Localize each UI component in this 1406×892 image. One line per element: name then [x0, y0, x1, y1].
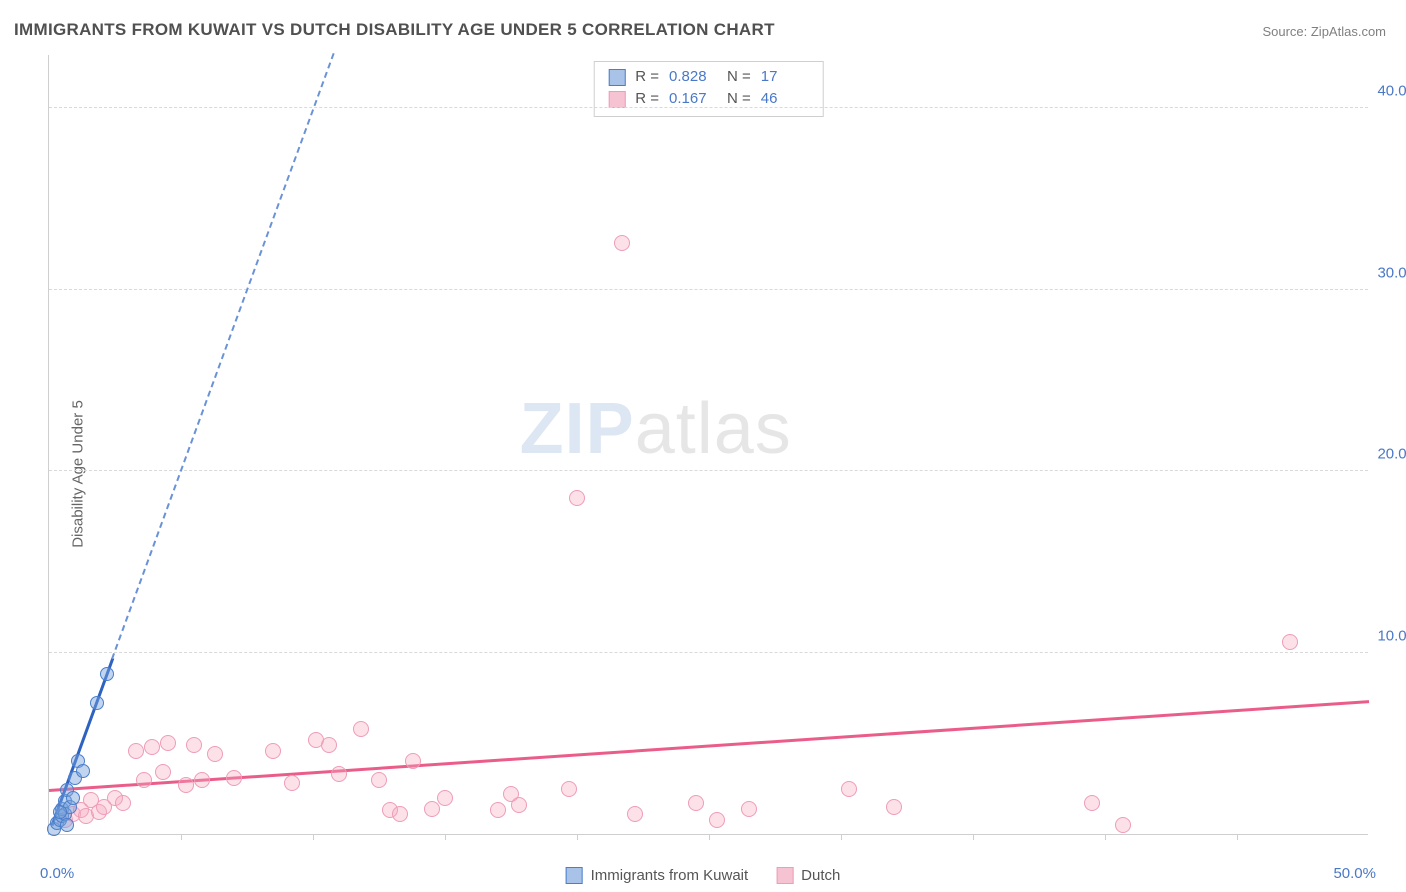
x-tick: [841, 834, 842, 840]
x-tick: [445, 834, 446, 840]
stats-legend-box: R = 0.828 N = 17 R = 0.167 N = 46: [593, 61, 824, 117]
data-point-blue: [66, 791, 80, 805]
y-tick-label: 10.0%: [1377, 627, 1406, 644]
legend-label-pink: Dutch: [801, 867, 840, 884]
data-point-pink: [353, 721, 369, 737]
gridline: [49, 652, 1368, 653]
r-label: R =: [635, 66, 659, 88]
data-point-blue: [60, 818, 74, 832]
trendline-blue-dashed: [111, 53, 335, 660]
x-tick: [1105, 834, 1106, 840]
data-point-pink: [115, 795, 131, 811]
data-point-pink: [155, 764, 171, 780]
data-point-pink: [265, 743, 281, 759]
data-point-pink: [226, 770, 242, 786]
data-point-pink: [424, 801, 440, 817]
trendline-pink: [49, 700, 1369, 792]
data-point-pink: [186, 737, 202, 753]
data-point-pink: [1115, 817, 1131, 833]
data-point-blue: [76, 764, 90, 778]
data-point-blue: [90, 696, 104, 710]
swatch-pink-icon: [776, 867, 793, 884]
x-tick: [973, 834, 974, 840]
watermark-zip: ZIP: [520, 389, 635, 469]
data-point-pink: [207, 746, 223, 762]
y-tick-label: 20.0%: [1377, 446, 1406, 463]
n-value-blue: 17: [761, 66, 809, 88]
gridline: [49, 470, 1368, 471]
y-tick-label: 30.0%: [1377, 264, 1406, 281]
data-point-blue: [53, 805, 67, 819]
data-point-pink: [1282, 634, 1298, 650]
swatch-blue-icon: [608, 69, 625, 86]
x-origin-label: 0.0%: [40, 865, 74, 882]
gridline: [49, 107, 1368, 108]
data-point-pink: [371, 772, 387, 788]
chart-title: IMMIGRANTS FROM KUWAIT VS DUTCH DISABILI…: [14, 20, 775, 40]
swatch-blue-icon: [566, 867, 583, 884]
plot-area: ZIPatlas R = 0.828 N = 17 R = 0.167 N = …: [48, 55, 1368, 835]
data-point-pink: [128, 743, 144, 759]
legend-item-pink: Dutch: [776, 867, 840, 884]
data-point-blue: [100, 667, 114, 681]
data-point-pink: [741, 801, 757, 817]
source-attribution: Source: ZipAtlas.com: [1262, 24, 1386, 39]
data-point-pink: [194, 772, 210, 788]
chart-container: Disability Age Under 5 ZIPatlas R = 0.82…: [0, 55, 1406, 892]
data-point-pink: [614, 235, 630, 251]
x-tick: [709, 834, 710, 840]
data-point-pink: [284, 775, 300, 791]
y-tick-label: 40.0%: [1377, 83, 1406, 100]
data-point-pink: [511, 797, 527, 813]
n-label: N =: [727, 66, 751, 88]
data-point-pink: [405, 753, 421, 769]
data-point-pink: [709, 812, 725, 828]
stats-row-blue: R = 0.828 N = 17: [608, 66, 809, 88]
data-point-pink: [841, 781, 857, 797]
data-point-pink: [569, 490, 585, 506]
data-point-pink: [1084, 795, 1100, 811]
x-max-label: 50.0%: [1333, 865, 1376, 882]
data-point-pink: [136, 772, 152, 788]
data-point-pink: [437, 790, 453, 806]
bottom-legend: Immigrants from Kuwait Dutch: [566, 867, 841, 884]
legend-label-blue: Immigrants from Kuwait: [591, 867, 749, 884]
data-point-pink: [331, 766, 347, 782]
data-point-pink: [178, 777, 194, 793]
data-point-pink: [144, 739, 160, 755]
x-tick: [577, 834, 578, 840]
swatch-pink-icon: [608, 91, 625, 108]
data-point-pink: [321, 737, 337, 753]
data-point-pink: [160, 735, 176, 751]
data-point-pink: [627, 806, 643, 822]
x-tick: [181, 834, 182, 840]
r-value-blue: 0.828: [669, 66, 717, 88]
data-point-pink: [561, 781, 577, 797]
legend-item-blue: Immigrants from Kuwait: [566, 867, 749, 884]
watermark-atlas: atlas: [635, 389, 792, 469]
data-point-pink: [490, 802, 506, 818]
x-tick: [313, 834, 314, 840]
data-point-pink: [392, 806, 408, 822]
watermark: ZIPatlas: [520, 388, 792, 470]
data-point-pink: [688, 795, 704, 811]
x-tick: [1237, 834, 1238, 840]
data-point-pink: [886, 799, 902, 815]
